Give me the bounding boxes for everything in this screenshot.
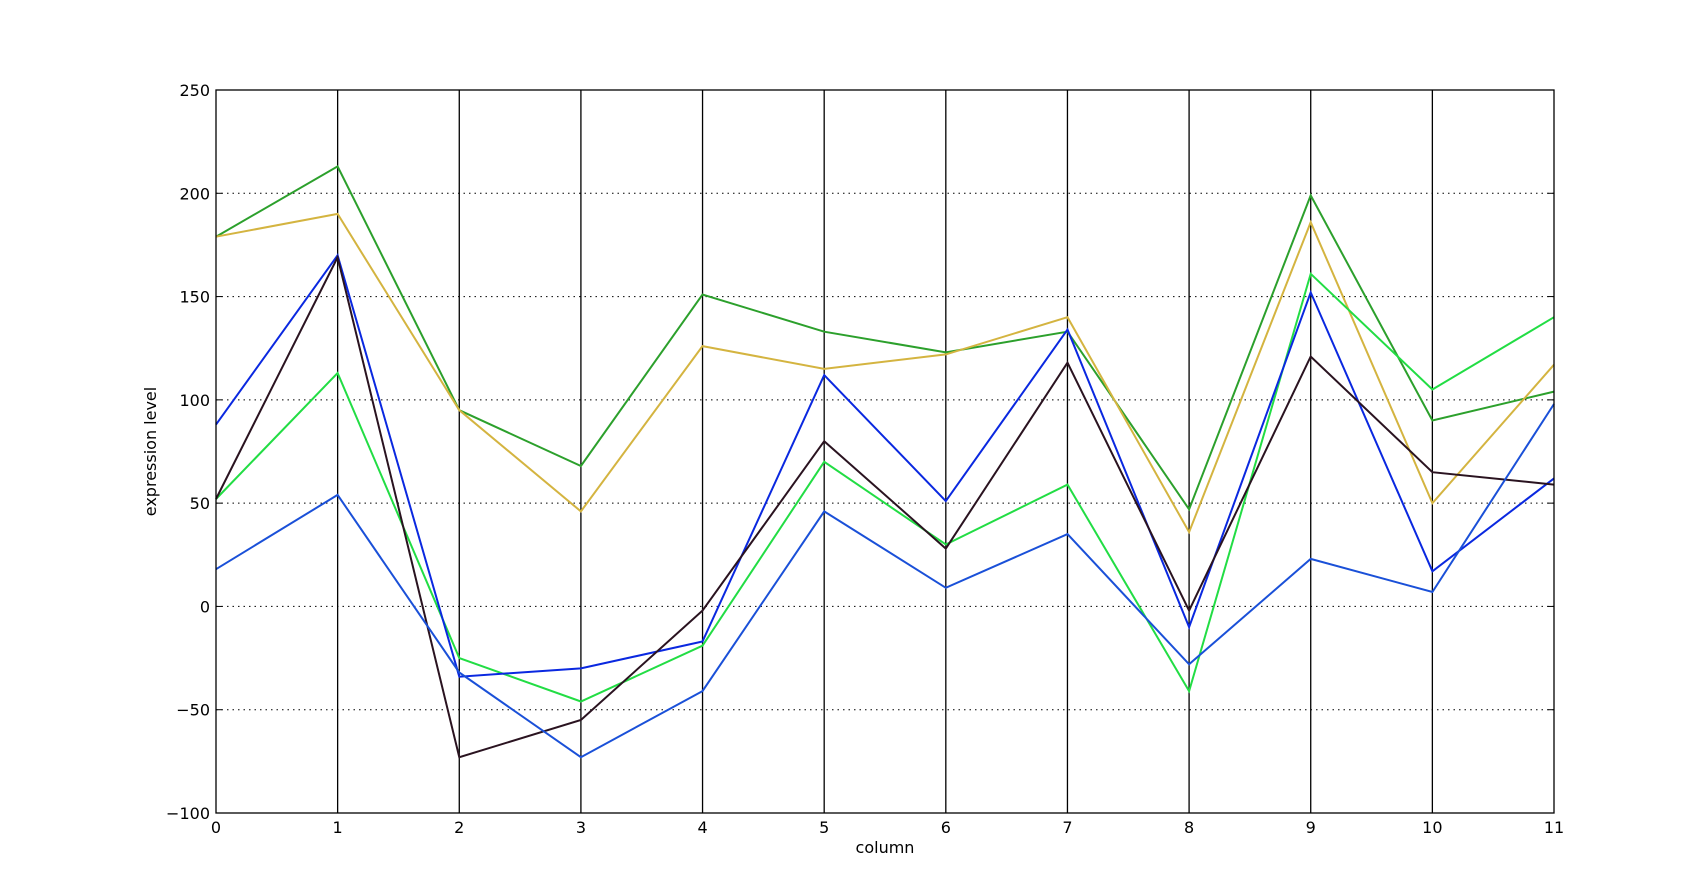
y-tick-label: −100	[166, 804, 210, 823]
x-tick-label: 8	[1184, 818, 1194, 837]
series-line-5	[215, 254, 1555, 759]
y-tick-label: 200	[179, 184, 210, 203]
x-tick-label: 5	[819, 818, 829, 837]
y-tick-labels: −100 −50 0 50 100 150 200 250	[166, 81, 210, 823]
y-tick-label: −50	[176, 701, 210, 720]
x-tick-label: 9	[1306, 818, 1316, 837]
x-tick-label: 6	[941, 818, 951, 837]
series-line-4	[215, 253, 1555, 678]
y-tick-label: 0	[200, 597, 210, 616]
plot-frame	[215, 89, 1555, 814]
grid	[216, 90, 1554, 813]
x-tick-label: 1	[333, 818, 343, 837]
y-tick-label: 150	[179, 288, 210, 307]
x-tick-label: 11	[1544, 818, 1564, 837]
x-tick-label: 10	[1422, 818, 1442, 837]
y-tick-label: 250	[179, 81, 210, 100]
x-tick-label: 4	[697, 818, 707, 837]
series-line-3	[215, 271, 1555, 703]
series-line-2	[215, 212, 1555, 535]
x-tick-label: 2	[454, 818, 464, 837]
series-line-1	[215, 165, 1555, 512]
y-axis-label: expression level	[141, 387, 160, 516]
y-tick-label: 100	[179, 391, 210, 410]
x-tick-label: 3	[576, 818, 586, 837]
series-line-6	[215, 403, 1555, 759]
series-lines	[215, 165, 1555, 759]
x-tick-labels: 0 1 2 3 4 5 6 7 8 9 10 11	[211, 818, 1564, 837]
y-tick-label: 50	[190, 494, 210, 513]
x-tick-label: 7	[1062, 818, 1072, 837]
x-axis-label: column	[856, 838, 915, 857]
x-tick-label: 0	[211, 818, 221, 837]
axes	[215, 89, 1555, 814]
